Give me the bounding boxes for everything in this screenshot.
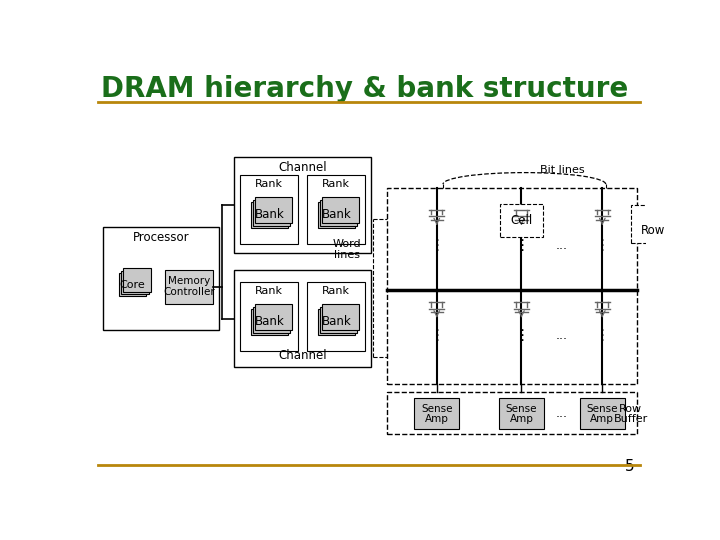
Text: Sense: Sense: [587, 404, 618, 414]
Bar: [240, 282, 298, 351]
Text: Core: Core: [120, 280, 145, 289]
Bar: [253, 200, 290, 226]
Text: Amp: Amp: [510, 414, 534, 423]
Text: ⋮: ⋮: [514, 328, 529, 342]
Bar: [323, 304, 359, 330]
Text: Sense: Sense: [421, 404, 452, 414]
Bar: [234, 157, 372, 253]
Text: Channel: Channel: [279, 161, 327, 174]
Text: 5: 5: [625, 460, 634, 475]
Bar: [318, 202, 355, 228]
Bar: [251, 202, 288, 228]
Text: Row: Row: [641, 224, 665, 237]
Text: ⋮: ⋮: [595, 328, 610, 342]
Text: ...: ...: [556, 328, 568, 342]
Bar: [580, 398, 625, 429]
Bar: [251, 309, 288, 335]
Text: ⋮: ⋮: [595, 238, 610, 253]
Text: Rank: Rank: [256, 179, 283, 189]
Bar: [387, 392, 637, 434]
Text: Bit lines: Bit lines: [540, 165, 585, 174]
Bar: [253, 307, 290, 333]
Text: Sense: Sense: [505, 404, 537, 414]
Text: Amp: Amp: [590, 414, 614, 423]
Text: Row: Row: [619, 404, 642, 414]
Bar: [499, 398, 544, 429]
Text: Bank: Bank: [254, 315, 284, 328]
Text: Channel: Channel: [279, 349, 327, 362]
Bar: [415, 398, 459, 429]
Text: Cell: Cell: [510, 214, 533, 227]
Text: Processor: Processor: [132, 231, 189, 244]
Bar: [631, 205, 654, 244]
Bar: [307, 175, 365, 244]
Bar: [165, 269, 212, 303]
Text: ...: ...: [556, 407, 568, 420]
Text: Rank: Rank: [323, 179, 350, 189]
Text: ⋮: ⋮: [429, 238, 444, 253]
Bar: [307, 282, 365, 351]
Text: ⋮: ⋮: [429, 328, 444, 342]
Text: Rank: Rank: [323, 286, 350, 296]
Bar: [320, 200, 357, 226]
Bar: [318, 309, 355, 335]
Text: Bank: Bank: [321, 315, 351, 328]
Bar: [119, 273, 146, 296]
Bar: [500, 204, 543, 237]
Bar: [234, 271, 372, 367]
Text: Controller: Controller: [163, 287, 215, 297]
Bar: [323, 197, 359, 224]
Text: Memory: Memory: [168, 276, 210, 286]
Text: ...: ...: [556, 239, 568, 252]
Text: Buffer: Buffer: [613, 414, 648, 423]
Text: Word
lines: Word lines: [333, 239, 361, 260]
Bar: [121, 271, 149, 294]
Bar: [256, 304, 292, 330]
Text: Bank: Bank: [254, 208, 284, 221]
Text: Bank: Bank: [321, 208, 351, 221]
Text: ⋮: ⋮: [514, 238, 529, 253]
Bar: [123, 268, 151, 292]
Text: Rank: Rank: [256, 286, 283, 296]
Bar: [240, 175, 298, 244]
Bar: [104, 226, 219, 330]
Text: Amp: Amp: [425, 414, 449, 423]
Bar: [320, 307, 357, 333]
Bar: [256, 197, 292, 224]
Bar: [387, 188, 637, 384]
Text: DRAM hierarchy & bank structure: DRAM hierarchy & bank structure: [101, 75, 629, 103]
